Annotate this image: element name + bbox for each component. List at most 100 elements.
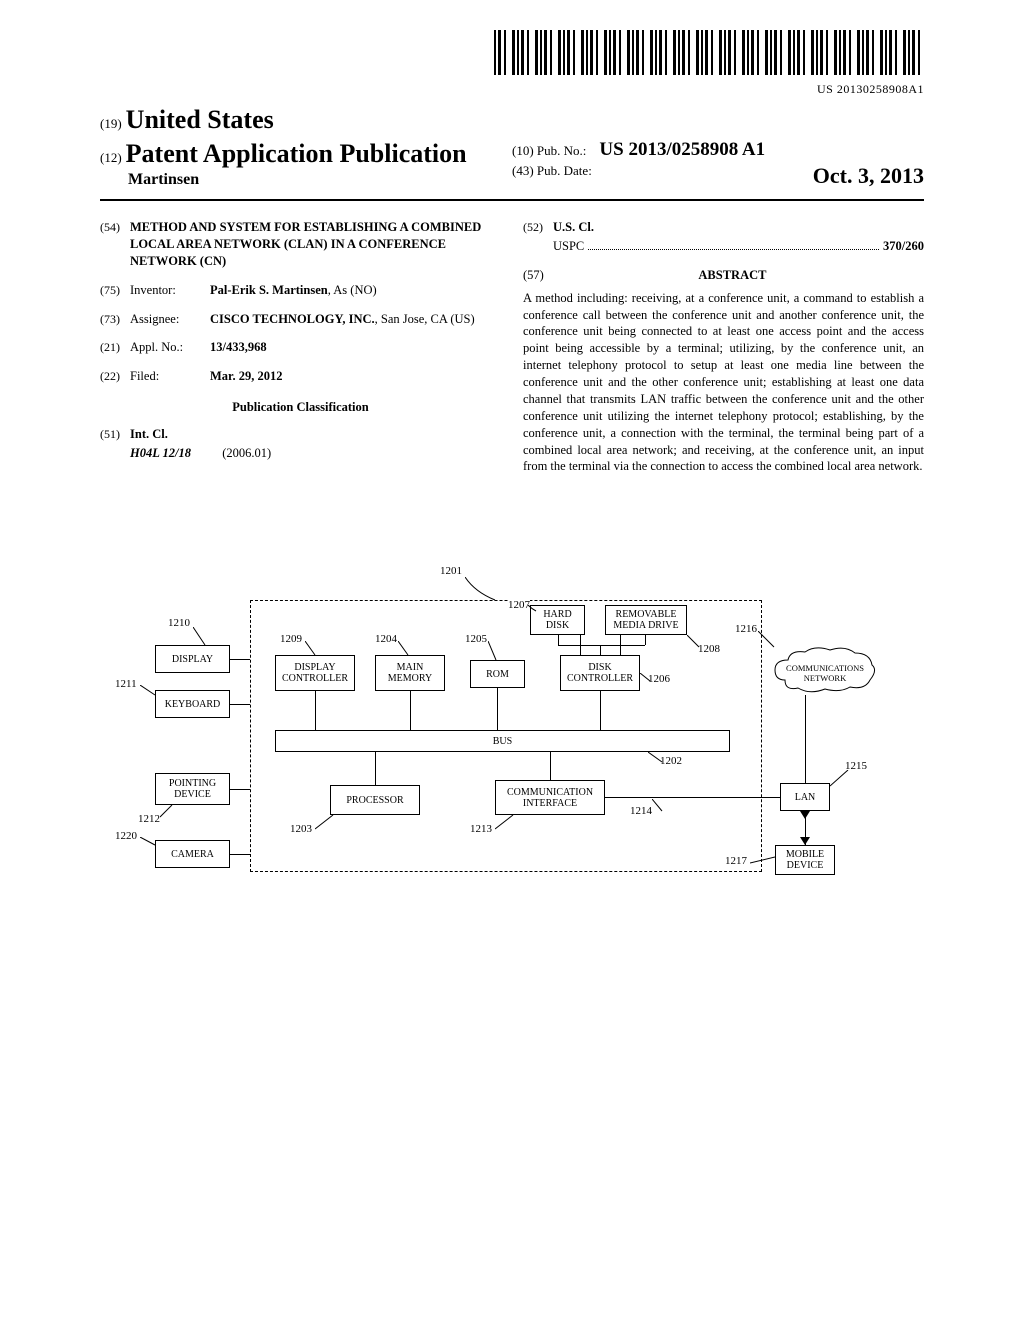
label-1213: 1213 <box>470 823 492 835</box>
inventor-loc: , As (NO) <box>328 283 377 297</box>
line-dkc2bus <box>600 691 601 730</box>
leader-1217 <box>750 855 775 867</box>
filed-value: Mar. 29, 2012 <box>210 368 501 385</box>
code-12: (12) <box>100 150 122 165</box>
spacer2 <box>523 238 553 255</box>
box-camera: CAMERA <box>155 840 230 868</box>
box-disk-ctrl: DISK CONTROLLER <box>560 655 640 691</box>
int-cl-date: (2006.01) <box>222 446 271 460</box>
leader-1214 <box>652 799 667 814</box>
line-pointing <box>230 789 250 790</box>
pub-class-heading: Publication Classification <box>100 399 501 416</box>
barcode-graphic <box>494 30 924 75</box>
leader-1209 <box>305 641 320 656</box>
us-cl-bold: U.S. Cl. <box>553 220 594 234</box>
field-73: (73) Assignee: CISCO TECHNOLOGY, INC., S… <box>100 311 501 328</box>
box-comm-if: COMMUNICATION INTERFACE <box>495 780 605 815</box>
leader-1215 <box>830 770 850 788</box>
line-keyboard <box>230 704 250 705</box>
line-rmd-v2 <box>645 635 646 645</box>
line-hd-h <box>558 645 580 646</box>
label-1207: 1207 <box>508 599 530 611</box>
int-cl-value: H04L 12/18 (2006.01) <box>130 445 501 462</box>
code-57: (57) <box>523 268 544 282</box>
cloud-comm-net: COMMUNICATIONS NETWORK <box>770 645 880 695</box>
box-disp-ctrl: DISPLAY CONTROLLER <box>275 655 355 691</box>
box-pointing: POINTING DEVICE <box>155 773 230 805</box>
field-54: (54) METHOD AND SYSTEM FOR ESTABLISHING … <box>100 219 501 270</box>
leader-1203 <box>315 815 335 830</box>
country-name: United States <box>126 105 274 134</box>
line-rom2bus <box>497 688 498 730</box>
leader-1211 <box>140 685 160 700</box>
abstract-text: A method including: receiving, at a conf… <box>523 290 924 476</box>
leader-1205 <box>488 641 503 661</box>
leader-1204 <box>398 641 413 656</box>
barcode-area: US 20130258908A1 <box>100 30 924 97</box>
line-proc2bus <box>375 752 376 785</box>
barcode-text: US 20130258908A1 <box>100 82 924 97</box>
box-keyboard: KEYBOARD <box>155 690 230 718</box>
leader-1212 <box>160 805 180 820</box>
box-display: DISPLAY <box>155 645 230 673</box>
code-21: (21) <box>100 339 130 356</box>
filed-bold: Mar. 29, 2012 <box>210 369 282 383</box>
label-1210: 1210 <box>168 617 190 629</box>
assignee-value: CISCO TECHNOLOGY, INC., San Jose, CA (US… <box>210 311 501 328</box>
int-cl-label: Int. Cl. <box>130 426 501 443</box>
header-divider <box>100 199 924 201</box>
field-51: (51) Int. Cl. <box>100 426 501 443</box>
field-52: (52) U.S. Cl. <box>523 219 924 236</box>
line-ci2lan2 <box>760 797 780 798</box>
uspc-row: USPC 370/260 <box>523 238 924 255</box>
code-75: (75) <box>100 282 130 299</box>
line-hd-v2 <box>558 635 559 645</box>
uspc-line: USPC 370/260 <box>553 238 924 255</box>
leader-1216 <box>758 631 778 651</box>
label-1217: 1217 <box>725 855 747 867</box>
arrow-down-icon <box>800 811 810 819</box>
uspc-dots <box>588 249 879 250</box>
leader-1206 <box>640 673 655 683</box>
label-1204: 1204 <box>375 633 397 645</box>
line-display <box>230 659 250 660</box>
label-1205: 1205 <box>465 633 487 645</box>
publication-type: Patent Application Publication <box>126 139 467 168</box>
code-10: (10) <box>512 143 534 158</box>
line-dc-up <box>600 645 601 655</box>
appl-no-label: Appl. No.: <box>130 339 210 356</box>
int-cl-class: H04L 12/18 <box>130 446 191 460</box>
leader-1208 <box>687 635 702 650</box>
field-21: (21) Appl. No.: 13/433,968 <box>100 339 501 356</box>
leader-1210 <box>193 627 213 647</box>
code-73: (73) <box>100 311 130 328</box>
inventor-label: Inventor: <box>130 282 210 299</box>
code-22: (22) <box>100 368 130 385</box>
box-main-mem: MAIN MEMORY <box>375 655 445 691</box>
pub-date-value: Oct. 3, 2013 <box>813 163 924 189</box>
label-1216: 1216 <box>735 623 757 635</box>
code-19: (19) <box>100 116 122 131</box>
line-ci2lan <box>605 797 760 798</box>
code-54: (54) <box>100 219 130 270</box>
label-1209: 1209 <box>280 633 302 645</box>
int-cl-bold: Int. Cl. <box>130 427 168 441</box>
uspc-label: USPC <box>553 238 584 255</box>
box-bus: BUS <box>275 730 730 752</box>
abstract-heading: ABSTRACT <box>547 267 918 284</box>
code-43: (43) <box>512 163 534 178</box>
leader-1207 <box>528 605 538 615</box>
leader-1202 <box>648 752 666 764</box>
uspc-value: 370/260 <box>883 238 924 255</box>
line-camera <box>230 854 250 855</box>
inventor-name-bold: Pal-Erik S. Martinsen <box>210 283 328 297</box>
label-1220: 1220 <box>115 830 137 842</box>
appl-no-value: 13/433,968 <box>210 339 501 356</box>
right-column: (52) U.S. Cl. USPC 370/260 (57) ABSTRACT… <box>523 219 924 475</box>
code-51: (51) <box>100 426 130 443</box>
box-hard-disk: HARD DISK <box>530 605 585 635</box>
filed-label: Filed: <box>130 368 210 385</box>
line-dc-h <box>580 645 645 646</box>
field-75: (75) Inventor: Pal-Erik S. Martinsen, As… <box>100 282 501 299</box>
box-removable: REMOVABLE MEDIA DRIVE <box>605 605 687 635</box>
